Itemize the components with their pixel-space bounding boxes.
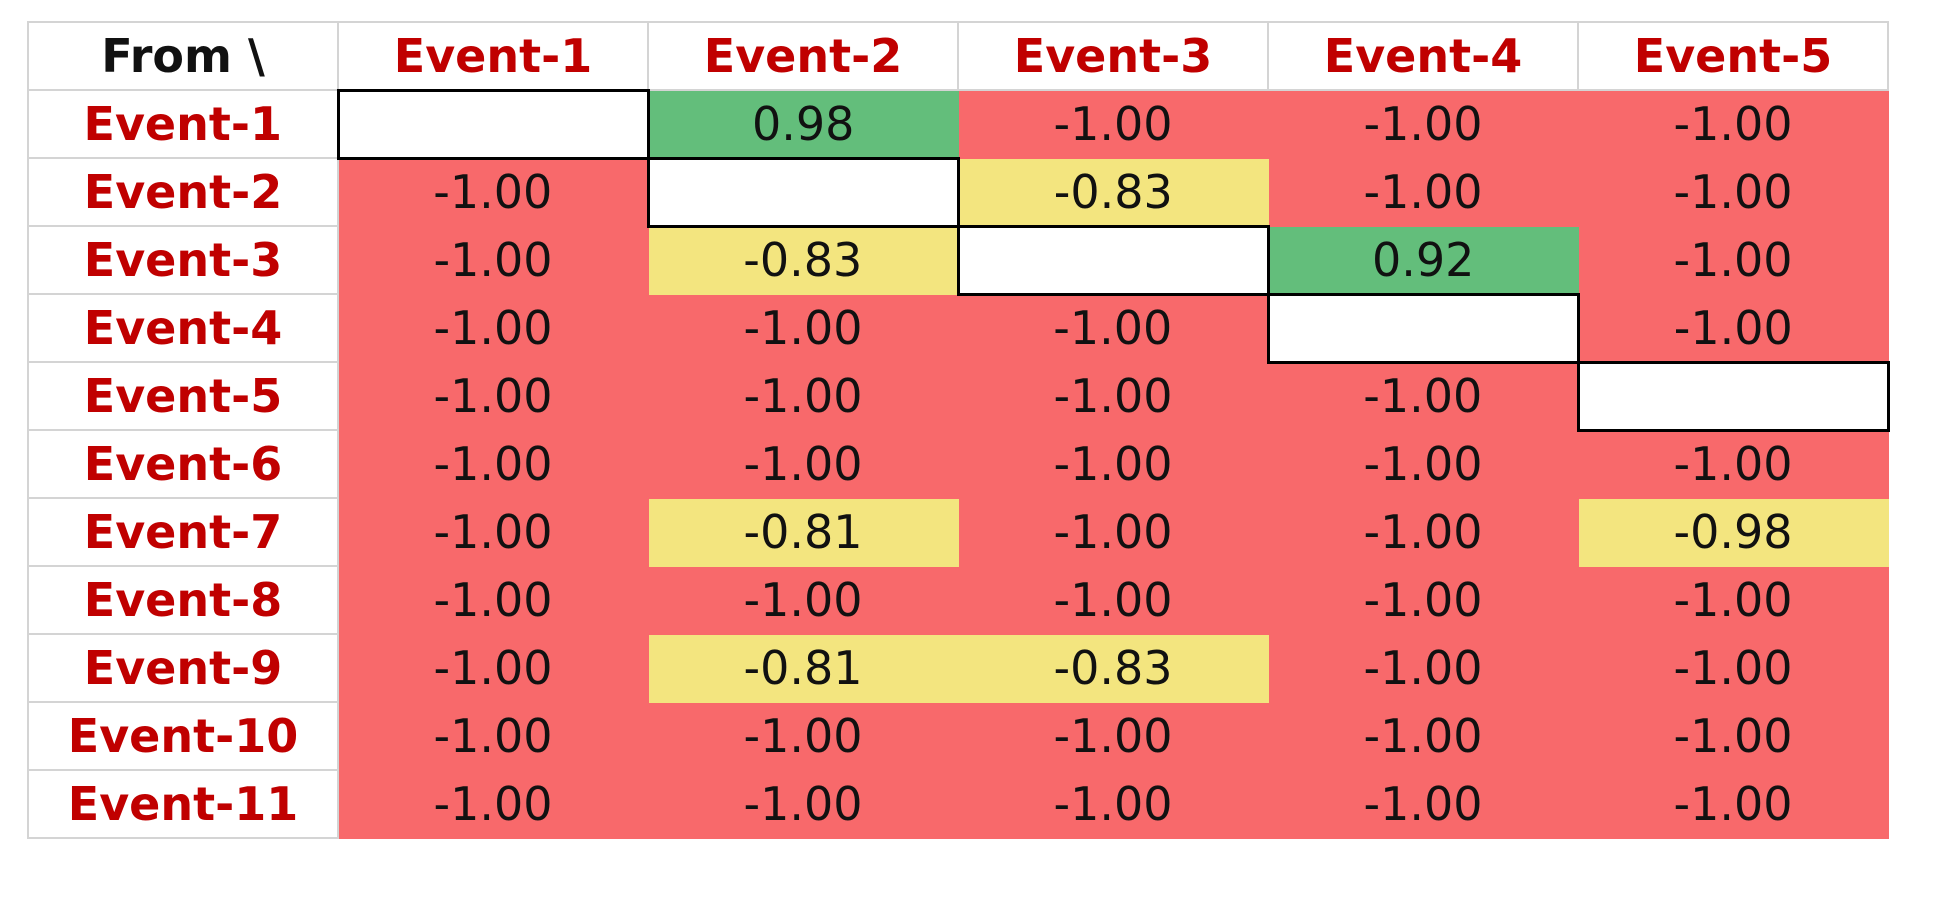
value-cell: -0.81 (647, 497, 959, 567)
value-cell: -1.00 (337, 565, 649, 635)
value-cell: -1.00 (647, 361, 959, 431)
column-header: Event-4 (1267, 21, 1579, 91)
row-header: Event-5 (27, 361, 339, 431)
row-header: Event-1 (27, 89, 339, 159)
column-header: Event-1 (337, 21, 649, 91)
row-header: Event-10 (27, 701, 339, 771)
data-row: Event-1 0.98 -1.00 -1.00 -1.00 (27, 88, 1889, 160)
corner-label: From \ (27, 21, 339, 91)
row-header: Event-7 (27, 497, 339, 567)
value-cell: -1.00 (957, 701, 1269, 771)
row-header: Event-9 (27, 633, 339, 703)
value-cell: -1.00 (1577, 565, 1889, 635)
value-cell: -1.00 (647, 769, 959, 839)
data-row: Event-8 -1.00 -1.00 -1.00 -1.00 -1.00 (27, 565, 1889, 635)
data-row: Event-5 -1.00 -1.00 -1.00 -1.00 (27, 360, 1890, 432)
value-cell: -1.00 (337, 701, 649, 771)
value-cell: -1.00 (1267, 429, 1579, 499)
column-header: Event-3 (957, 21, 1269, 91)
value-cell: -1.00 (647, 293, 959, 363)
value-cell: -1.00 (647, 565, 959, 635)
value-cell: -0.83 (957, 633, 1269, 703)
value-cell: -1.00 (1267, 633, 1579, 703)
column-header: Event-5 (1577, 21, 1889, 91)
value-cell: -1.00 (337, 429, 649, 499)
column-header: Event-2 (647, 21, 959, 91)
value-cell: -1.00 (1577, 429, 1889, 499)
data-row: Event-11 -1.00 -1.00 -1.00 -1.00 -1.00 (27, 769, 1889, 839)
value-cell: -1.00 (1577, 89, 1889, 159)
data-row: Event-6 -1.00 -1.00 -1.00 -1.00 -1.00 (27, 429, 1889, 499)
blank-cell (956, 224, 1270, 296)
value-cell: -1.00 (1267, 89, 1579, 159)
value-cell: -1.00 (1577, 225, 1889, 295)
value-cell: -1.00 (1267, 361, 1579, 431)
value-cell: -0.98 (1577, 497, 1889, 567)
blank-cell (336, 88, 650, 160)
value-cell: -0.83 (957, 157, 1269, 227)
value-cell: -1.00 (1577, 157, 1889, 227)
value-cell: -1.00 (957, 361, 1269, 431)
value-cell: -1.00 (1267, 157, 1579, 227)
value-cell: -1.00 (1577, 701, 1889, 771)
value-cell: -1.00 (1267, 565, 1579, 635)
value-cell: -1.00 (337, 361, 649, 431)
value-cell: -1.00 (647, 701, 959, 771)
value-cell: -1.00 (1577, 769, 1889, 839)
data-row: Event-7 -1.00 -0.81 -1.00 -1.00 -0.98 (27, 497, 1889, 567)
data-row: Event-10 -1.00 -1.00 -1.00 -1.00 -1.00 (27, 701, 1889, 771)
header-row: From \ Event-1 Event-2 Event-3 Event-4 Event-… (27, 21, 1889, 91)
value-cell: -1.00 (1577, 293, 1889, 363)
row-header: Event-2 (27, 157, 339, 227)
data-row: Event-9 -1.00 -0.81 -0.83 -1.00 -1.00 (27, 633, 1889, 703)
row-header: Event-11 (27, 769, 339, 839)
value-cell: -1.00 (337, 769, 649, 839)
value-cell: -1.00 (1267, 497, 1579, 567)
data-row: Event-4 -1.00 -1.00 -1.00 -1.00 (27, 292, 1889, 364)
sheet: From \ Event-1 Event-2 Event-3 Event-4 Event-… (27, 21, 1890, 839)
blank-cell (646, 156, 960, 228)
row-header: Event-8 (27, 565, 339, 635)
data-row: Event-2 -1.00 -0.83 -1.00 -1.00 (27, 156, 1889, 228)
value-cell: -1.00 (1267, 701, 1579, 771)
value-cell: -1.00 (957, 293, 1269, 363)
row-header: Event-4 (27, 293, 339, 363)
value-cell: -1.00 (957, 429, 1269, 499)
value-cell: -1.00 (1267, 769, 1579, 839)
value-cell: -1.00 (1577, 633, 1889, 703)
matrix-table: From \ Event-1 Event-2 Event-3 Event-4 Event-… (27, 21, 1890, 839)
value-cell: -1.00 (337, 497, 649, 567)
blank-cell (1266, 292, 1580, 364)
row-header: Event-3 (27, 225, 339, 295)
value-cell: -0.81 (647, 633, 959, 703)
value-cell: -1.00 (337, 293, 649, 363)
value-cell: -0.83 (647, 225, 959, 295)
data-row: Event-3 -1.00 -0.83 0.92 -1.00 (27, 224, 1889, 296)
value-cell: -1.00 (957, 565, 1269, 635)
value-cell: -1.00 (647, 429, 959, 499)
value-cell: 0.98 (647, 89, 959, 159)
value-cell: -1.00 (337, 225, 649, 295)
row-header: Event-6 (27, 429, 339, 499)
value-cell: -1.00 (957, 497, 1269, 567)
value-cell: 0.92 (1267, 225, 1579, 295)
value-cell: -1.00 (957, 769, 1269, 839)
value-cell: -1.00 (337, 157, 649, 227)
blank-cell (1576, 360, 1890, 432)
value-cell: -1.00 (337, 633, 649, 703)
value-cell: -1.00 (957, 89, 1269, 159)
